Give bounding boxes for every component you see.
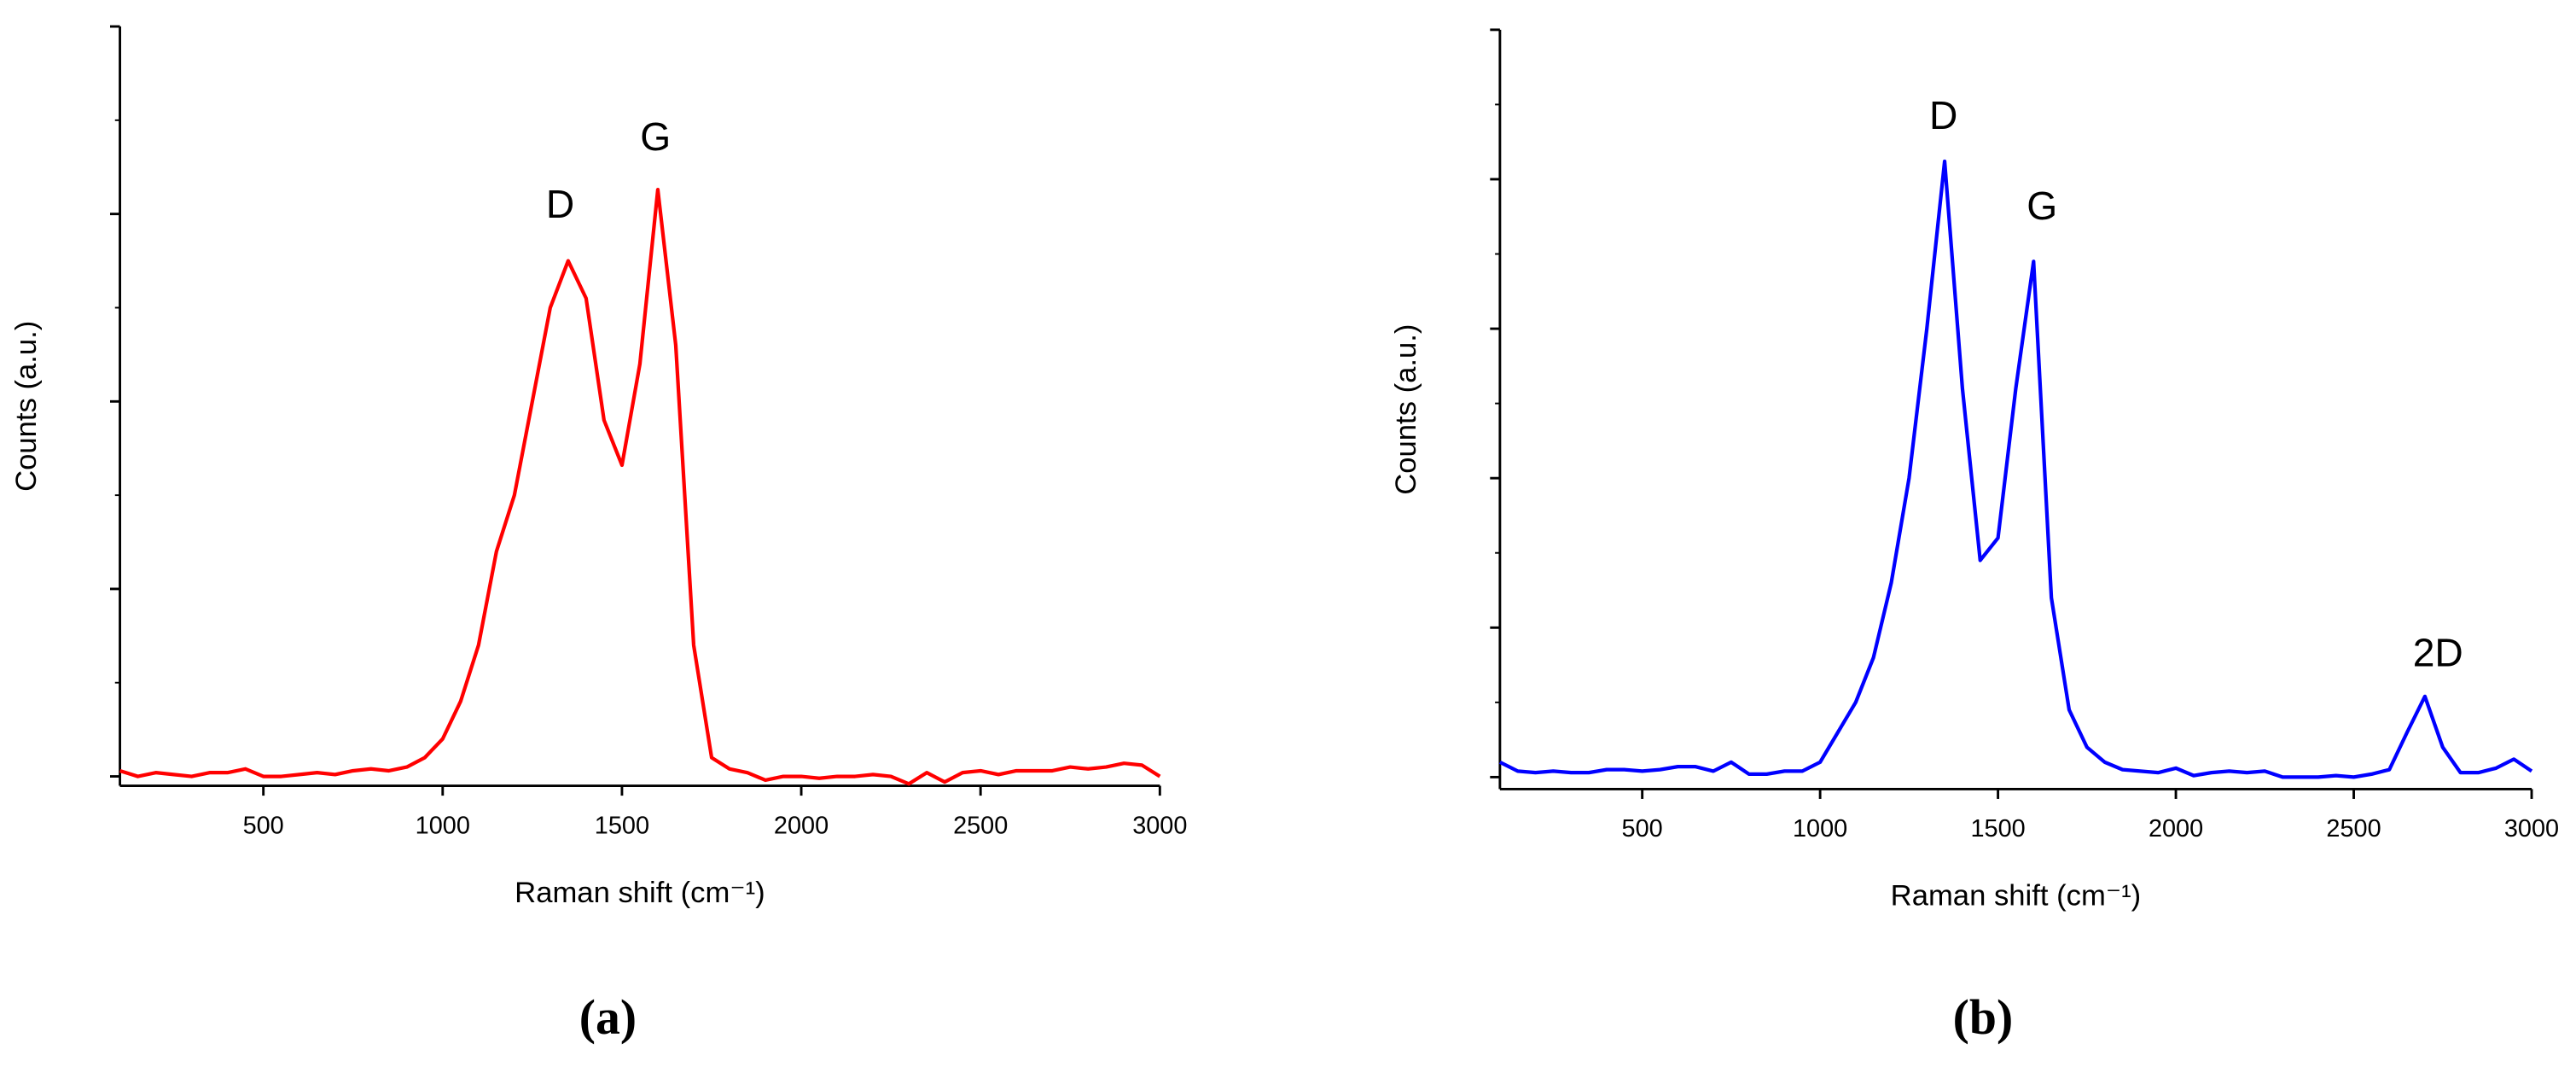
x-tick-label: 1000 [416,812,470,839]
annotation: D [546,182,574,226]
x-tick-label: 500 [243,812,284,839]
x-tick-label: 2500 [2326,815,2381,843]
x-tick-label: 2500 [953,812,1008,839]
spectrum-line [119,187,1161,786]
annotation: G [640,114,671,159]
x-axis-label: Raman shift (cm⁻¹) [515,877,765,909]
x-tick-label: 3000 [2504,815,2559,843]
x-tick-label: 2000 [2149,815,2203,843]
spectrum-line [1498,159,2533,779]
y-axis-label: Counts (a.u.) [10,321,43,492]
x-axis-label: Raman shift (cm⁻¹) [1891,880,2142,912]
x-tick-label: 1500 [1970,815,2025,843]
x-tick-label: 1500 [595,812,649,839]
annotation: G [2026,184,2057,228]
x-tick-label: 500 [1622,815,1663,843]
annotation: D [1929,93,1957,137]
panel-label: (b) [1953,991,2014,1045]
x-tick-label: 2000 [774,812,829,839]
y-axis-label: Counts (a.u.) [1390,324,1422,495]
x-tick-label: 3000 [1132,812,1187,839]
panel-label: (a) [579,991,637,1045]
x-tick-label: 1000 [1793,815,1847,843]
annotation: 2D [2413,631,2463,675]
